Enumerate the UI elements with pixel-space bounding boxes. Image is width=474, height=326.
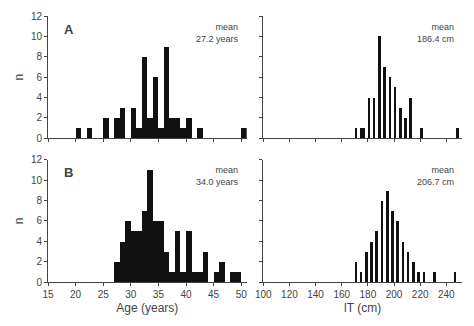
svg-text:A: A (64, 22, 74, 37)
svg-text:220: 220 (412, 289, 429, 300)
svg-text:180: 180 (360, 289, 377, 300)
svg-text:4: 4 (36, 236, 42, 247)
svg-text:mean186.4 cm: mean186.4 cm (417, 22, 454, 44)
svg-text:8: 8 (36, 51, 42, 62)
svg-text:2: 2 (36, 112, 42, 123)
svg-text:50: 50 (236, 289, 248, 300)
svg-text:2: 2 (36, 256, 42, 267)
svg-text:200: 200 (386, 289, 403, 300)
svg-text:160: 160 (333, 289, 350, 300)
svg-text:Age (years): Age (years) (116, 301, 178, 315)
svg-text:10: 10 (31, 175, 43, 186)
svg-text:12: 12 (31, 11, 43, 22)
svg-text:4: 4 (36, 92, 42, 103)
svg-text:0: 0 (36, 277, 42, 288)
svg-text:mean34.0 years: mean34.0 years (196, 165, 239, 187)
svg-text:20: 20 (70, 289, 82, 300)
svg-text:n: n (12, 74, 26, 81)
svg-text:45: 45 (208, 289, 220, 300)
svg-text:6: 6 (36, 72, 42, 83)
svg-text:100: 100 (255, 289, 272, 300)
svg-text:25: 25 (98, 289, 110, 300)
svg-text:10: 10 (31, 31, 43, 42)
svg-text:mean27.2 years: mean27.2 years (196, 22, 239, 44)
svg-text:35: 35 (153, 289, 165, 300)
svg-text:mean206.7 cm: mean206.7 cm (417, 165, 454, 187)
svg-text:n: n (12, 217, 26, 224)
svg-text:30: 30 (125, 289, 137, 300)
svg-text:12: 12 (31, 154, 43, 165)
svg-text:6: 6 (36, 215, 42, 226)
svg-text:120: 120 (281, 289, 298, 300)
svg-text:lT (cm): lT (cm) (344, 301, 381, 315)
svg-text:15: 15 (42, 289, 54, 300)
svg-text:240: 240 (438, 289, 455, 300)
svg-text:140: 140 (307, 289, 324, 300)
svg-text:0: 0 (36, 133, 42, 144)
svg-text:B: B (64, 165, 73, 180)
svg-text:8: 8 (36, 195, 42, 206)
svg-text:40: 40 (180, 289, 192, 300)
